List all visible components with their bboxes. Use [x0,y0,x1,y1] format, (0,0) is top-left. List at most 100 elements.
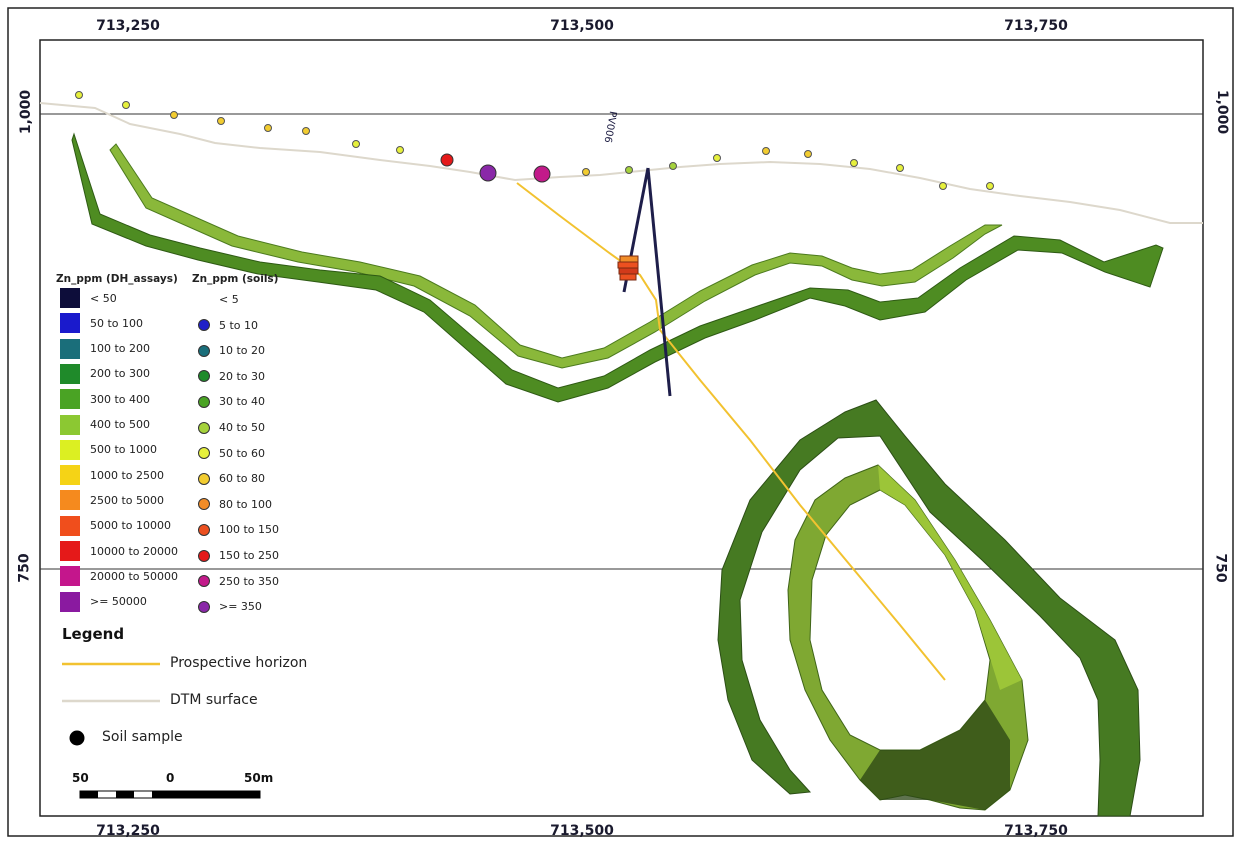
legend-dh-class-row: 100 to 200 [60,338,150,359]
easting-label-top-2: 713,500 [550,18,614,34]
legend-soil-class-label: 10 to 20 [219,344,266,358]
legend-soil-swatch [198,523,210,536]
easting-label-bottom-2: 713,500 [550,823,614,839]
legend-dh-swatch [60,313,80,334]
easting-label-bottom-3: 713,750 [1004,823,1068,839]
horizon-band-lower [71,132,1164,403]
legend-soil-class-label: 80 to 100 [219,497,273,511]
legend-soil-class-row: 150 to 250 [198,549,279,562]
legend-soil-class-row: 30 to 40 [198,395,265,408]
elevation-label-left-750: 750 [16,553,33,583]
legend-dh-class-row: 5000 to 10000 [60,515,172,536]
legend-soil-class-label: 250 to 350 [219,574,280,588]
legend-soil-swatch [198,498,210,511]
legend-soil-class-label: 20 to 30 [219,369,266,383]
legend-soil-class-row: < 5 [198,293,239,306]
legend-dh-class-row: < 50 [60,288,117,308]
legend-dh-class-row: 500 to 1000 [60,439,157,460]
legend-soil-sample-swatch [69,730,85,746]
legend-soil-swatch [198,294,210,306]
legend-soil-class-label: 100 to 150 [219,523,280,537]
legend-dh-swatch [60,591,80,612]
legend-dh-class-label: < 50 [90,291,117,305]
legend-soil-header: Zn_ppm (soils) [192,273,279,285]
legend-dh-class-row: 50 to 100 [60,313,144,334]
scale-left-label: 50 [72,771,89,785]
legend-dh-class-row: 2500 to 5000 [60,490,165,511]
legend-soil-swatch [198,549,210,562]
fold-outer [717,399,1141,817]
legend-dh-swatch [60,541,80,561]
legend-dh-swatch [60,439,80,460]
soil-samples [75,91,994,190]
legend-dh-class-row: 20000 to 50000 [60,566,179,587]
legend-dh-swatch [60,490,80,511]
legend-prospective-label: Prospective horizon [170,655,308,671]
legend-dh-class-label: 50 to 100 [90,316,144,330]
legend-soil-class-row: 250 to 350 [198,575,279,588]
easting-label-top-3: 713,750 [1004,18,1068,34]
legend-soil-class-row: 60 to 80 [198,472,265,485]
legend-soil-class-row: 40 to 50 [198,421,265,434]
legend-soil-class-row: 5 to 10 [198,319,258,332]
legend-dh-swatch [60,389,80,410]
legend-soil-swatch [198,344,210,357]
legend-soil-swatch [198,370,210,383]
legend-soil-class-row: 100 to 150 [198,523,279,536]
legend-dh-swatch [60,363,80,384]
legend-soil-class-label: 50 to 60 [219,446,266,460]
legend-dh-class-row: 1000 to 2500 [60,465,164,486]
legend-soil-class-label: < 5 [219,293,239,306]
assay-intercept [617,255,639,281]
legend-soil-swatch [198,395,210,408]
dtm-surface-line [39,102,1203,224]
legend-soil-swatch [198,600,210,613]
legend-dh-swatch [60,566,80,587]
legend-dh-class-label: 10000 to 20000 [90,544,179,558]
legend-soil-sample-label: Soil sample [102,729,183,745]
legend-soil-class-label: 30 to 40 [219,395,266,409]
legend-dh-swatch [60,288,80,308]
legend-dh-class-label: 20000 to 50000 [90,569,179,583]
legend-dh-class-row: 200 to 300 [60,363,151,384]
legend-soil-class-row: 10 to 20 [198,344,265,357]
legend-soil-class-row: 50 to 60 [198,447,265,460]
elevation-label-left-1000: 1,000 [18,89,35,135]
legend-dh-class-label: 2500 to 5000 [90,493,165,507]
legend-dh-swatch [60,338,80,359]
legend-dh-class-label: 5000 to 10000 [90,519,172,533]
scale-mid-label: 0 [166,771,175,785]
legend-soil-swatch [198,421,210,434]
prospective-horizon-line [516,182,946,681]
elevation-label-right-1000: 1,000 [1214,89,1231,135]
legend-soil-class-row: >= 350 [198,600,262,613]
legend-soil-class-label: 5 to 10 [219,318,259,332]
elevation-label-right-750: 750 [1212,553,1229,583]
legend-soil-swatch [198,319,210,332]
legend-dh-class-label: >= 50000 [90,595,147,609]
legend-soil-class-label: 40 to 50 [219,421,266,434]
legend-dh-class-label: 400 to 500 [90,418,151,431]
outer-frame [7,7,1234,837]
drillhole-trace [646,167,672,397]
legend-soil-swatch [198,472,210,485]
horizon-band-upper [109,143,1003,369]
legend-dh-class-row: 400 to 500 [60,414,151,435]
legend-soil-class-label: 60 to 80 [219,472,266,486]
legend-dh-class-row: 10000 to 20000 [60,541,178,561]
fold-inner-shading [878,465,1022,690]
legend-soil-class-label: >= 350 [219,600,262,614]
scale-bar [79,790,261,799]
legend-dtm-label: DTM surface [170,692,258,708]
legend-dh-header: Zn_ppm (DH_assays) [56,273,178,285]
legend-soil-class-label: 150 to 250 [219,549,280,562]
legend-soil-class-row: 20 to 30 [198,370,265,383]
easting-label-bottom-1: 713,250 [96,823,160,839]
legend-title: Legend [62,625,125,643]
legend-dh-class-label: 200 to 300 [90,367,151,381]
legend-soil-swatch [198,447,210,460]
scale-right-label: 50m [244,771,274,785]
legend-dh-class-label: 300 to 400 [90,392,151,406]
legend-dh-swatch [60,465,80,486]
